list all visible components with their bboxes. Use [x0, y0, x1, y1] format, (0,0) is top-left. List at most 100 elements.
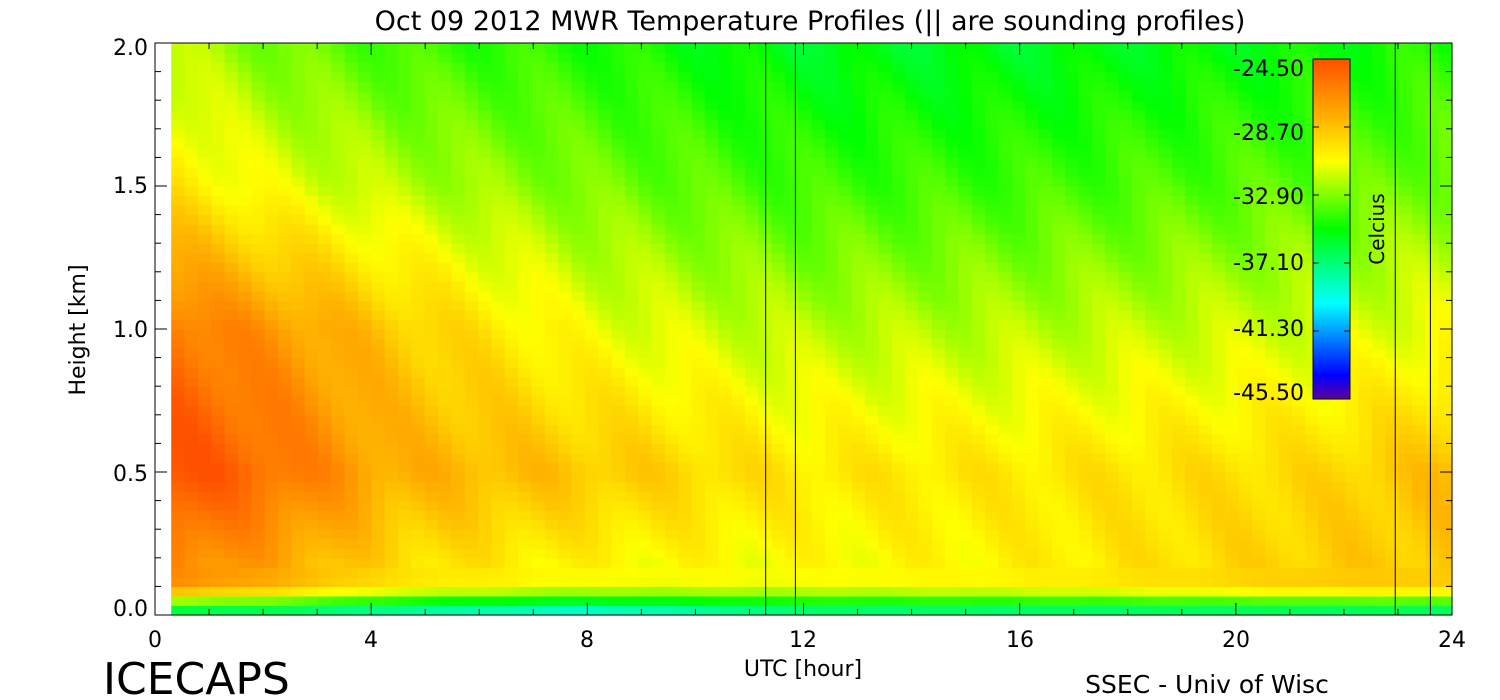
heatmap-cell: [344, 52, 359, 63]
heatmap-cell: [411, 367, 426, 378]
heatmap-cell: [811, 433, 826, 444]
heatmap-cell: [264, 90, 279, 101]
heatmap-cell: [1238, 186, 1253, 197]
heatmap-cell: [1038, 224, 1053, 235]
heatmap-cell: [1251, 376, 1266, 387]
heatmap-cell: [571, 414, 586, 425]
heatmap-cell: [704, 119, 719, 130]
heatmap-cell: [1265, 233, 1280, 244]
heatmap-cell: [1118, 186, 1133, 197]
heatmap-cell: [598, 319, 613, 330]
heatmap-cell: [237, 576, 252, 587]
heatmap-cell: [851, 62, 866, 73]
heatmap-cell: [1011, 376, 1026, 387]
heatmap-cell: [678, 500, 693, 511]
heatmap-cell: [424, 252, 439, 263]
heatmap-cell: [864, 367, 879, 378]
heatmap-cell: [1238, 605, 1253, 616]
heatmap-cell: [304, 567, 319, 578]
heatmap-cell: [171, 290, 186, 301]
heatmap-cell: [438, 252, 452, 263]
heatmap-cell: [1038, 281, 1053, 292]
heatmap-cell: [304, 443, 319, 454]
heatmap-cell: [1038, 338, 1053, 349]
heatmap-cell: [518, 205, 533, 216]
heatmap-cell: [197, 595, 212, 607]
heatmap-cell: [878, 338, 893, 349]
heatmap-cell: [277, 433, 292, 444]
heatmap-cell: [811, 395, 826, 406]
heatmap-cell: [998, 309, 1013, 321]
heatmap-cell: [771, 214, 786, 225]
heatmap-cell: [1225, 195, 1240, 206]
heatmap-cell: [1131, 605, 1146, 616]
heatmap-cell: [1038, 567, 1053, 578]
heatmap-cell: [1065, 100, 1080, 111]
heatmap-cell: [1011, 519, 1026, 530]
heatmap-cell: [784, 357, 799, 368]
heatmap-cell: [798, 433, 813, 444]
heatmap-cell: [438, 548, 452, 559]
heatmap-cell: [504, 271, 519, 282]
heatmap-cell: [237, 424, 252, 435]
heatmap-cell: [197, 472, 212, 483]
heatmap-cell: [1118, 119, 1133, 130]
heatmap-cell: [851, 176, 866, 187]
heatmap-cell: [1051, 214, 1066, 225]
heatmap-cell: [985, 319, 999, 330]
heatmap-cell: [371, 100, 386, 111]
heatmap-cell: [411, 329, 426, 340]
heatmap-cell: [651, 462, 666, 473]
heatmap-cell: [291, 52, 306, 63]
heatmap-cell: [998, 395, 1013, 406]
heatmap-cell: [184, 567, 199, 578]
heatmap-cell: [491, 119, 506, 130]
heatmap-cell: [998, 243, 1013, 254]
heatmap-cell: [251, 214, 266, 225]
heatmap-cell: [317, 128, 332, 139]
heatmap-cell: [638, 309, 653, 321]
heatmap-cell: [691, 62, 706, 73]
heatmap-cell: [251, 376, 266, 387]
heatmap-cell: [664, 376, 679, 387]
heatmap-cell: [1131, 510, 1146, 521]
heatmap-cell: [678, 119, 693, 130]
heatmap-cell: [1065, 252, 1080, 263]
heatmap-cell: [1118, 166, 1133, 178]
heatmap-cell: [584, 443, 599, 454]
heatmap-cell: [518, 71, 533, 82]
heatmap-cell: [1185, 605, 1200, 616]
heatmap-cell: [357, 205, 372, 216]
heatmap-cell: [624, 43, 639, 54]
heatmap-cell: [384, 90, 399, 101]
heatmap-cell: [331, 166, 346, 178]
heatmap-cell: [958, 367, 973, 378]
heatmap-cell: [1038, 414, 1053, 425]
heatmap-cell: [771, 166, 786, 178]
heatmap-cell: [1185, 557, 1200, 568]
heatmap-cell: [1131, 329, 1146, 340]
heatmap-cell: [291, 462, 306, 473]
heatmap-cell: [1225, 62, 1240, 73]
heatmap-cell: [864, 290, 879, 301]
heatmap-cell: [184, 71, 199, 82]
heatmap-cell: [1225, 271, 1240, 282]
heatmap-cell: [264, 395, 279, 406]
heatmap-cell: [371, 119, 386, 130]
heatmap-cell: [691, 405, 706, 416]
heatmap-cell: [851, 119, 866, 130]
heatmap-cell: [1238, 300, 1253, 311]
heatmap-cell: [945, 338, 959, 349]
heatmap-cell: [171, 81, 186, 92]
heatmap-cell: [398, 100, 412, 111]
heatmap-cell: [878, 176, 893, 187]
heatmap-cell: [464, 233, 479, 244]
heatmap-cell: [398, 605, 412, 616]
heatmap-cell: [958, 319, 973, 330]
heatmap-cell: [624, 529, 639, 540]
heatmap-cell: [357, 472, 372, 483]
heatmap-cell: [304, 510, 319, 521]
heatmap-cell: [211, 491, 226, 502]
heatmap-cell: [197, 224, 212, 235]
heatmap-cell: [451, 119, 466, 130]
